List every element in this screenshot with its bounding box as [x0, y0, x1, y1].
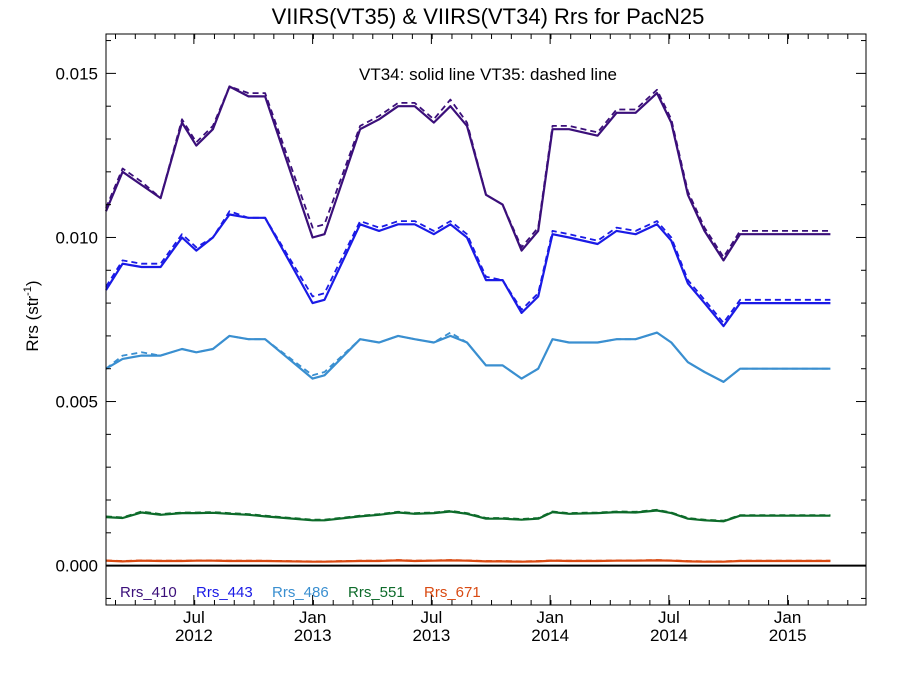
y-tick-label: 0.015 [55, 64, 98, 83]
y-axis-label-text: Rrs (str-1) [22, 280, 42, 351]
legend-entry-rrs-671: Rrs_671 [424, 584, 481, 601]
y-tick-label: 0.010 [55, 228, 98, 247]
series-line-rrs-443-solid [105, 213, 831, 328]
plot-frame [105, 33, 867, 606]
x-tick-label-year: 2014 [650, 626, 688, 645]
line-style-note: VT34: solid line VT35: dashed line [359, 65, 617, 84]
x-tick-label-month: Jan [774, 608, 801, 627]
y-tick-label: 0.000 [55, 557, 98, 576]
y-axis-label: Rrs (str-1) [22, 280, 42, 351]
series-line-rrs-443-dashed [105, 210, 831, 324]
series-line-rrs-486-dashed [105, 331, 831, 383]
axes: 0.0000.0050.0100.015Jul2012Jan2013Jul201… [55, 33, 867, 645]
legend-entry-rrs-410: Rrs_410 [120, 584, 177, 601]
x-tick-label-year: 2013 [294, 626, 332, 645]
series-line-rrs-551-solid [105, 509, 831, 523]
x-tick-label-month: Jul [421, 608, 443, 627]
series-line-rrs-410-dashed [105, 85, 831, 259]
series-line-rrs-486-solid [105, 331, 831, 383]
x-tick-label-month: Jan [299, 608, 326, 627]
y-axis-label-close: ) [23, 280, 42, 286]
x-tick-label-year: 2014 [531, 626, 569, 645]
plot-area [104, 85, 866, 567]
x-tick-label-year: 2012 [175, 626, 213, 645]
y-axis-label-superscript: -1 [22, 286, 34, 296]
x-tick-label-year: 2013 [412, 626, 450, 645]
y-tick-label: 0.005 [55, 393, 98, 412]
x-tick-label-month: Jul [658, 608, 680, 627]
series-line-rrs-671-dashed [105, 559, 831, 563]
x-tick-label-month: Jul [183, 608, 205, 627]
chart-title: VIIRS(VT35) & VIIRS(VT34) Rrs for PacN25 [272, 4, 705, 29]
y-axis-label-main: Rrs (str [23, 296, 42, 352]
legend-entry-rrs-443: Rrs_443 [196, 584, 253, 601]
x-tick-label-year: 2015 [769, 626, 807, 645]
legend-entry-rrs-551: Rrs_551 [348, 584, 405, 601]
legend-entry-rrs-486: Rrs_486 [272, 584, 329, 601]
series-line-rrs-551-dashed [105, 508, 831, 522]
x-tick-label-month: Jan [536, 608, 563, 627]
legend: Rrs_410 Rrs_443 Rrs_486 Rrs_551 Rrs_671 [120, 584, 481, 601]
